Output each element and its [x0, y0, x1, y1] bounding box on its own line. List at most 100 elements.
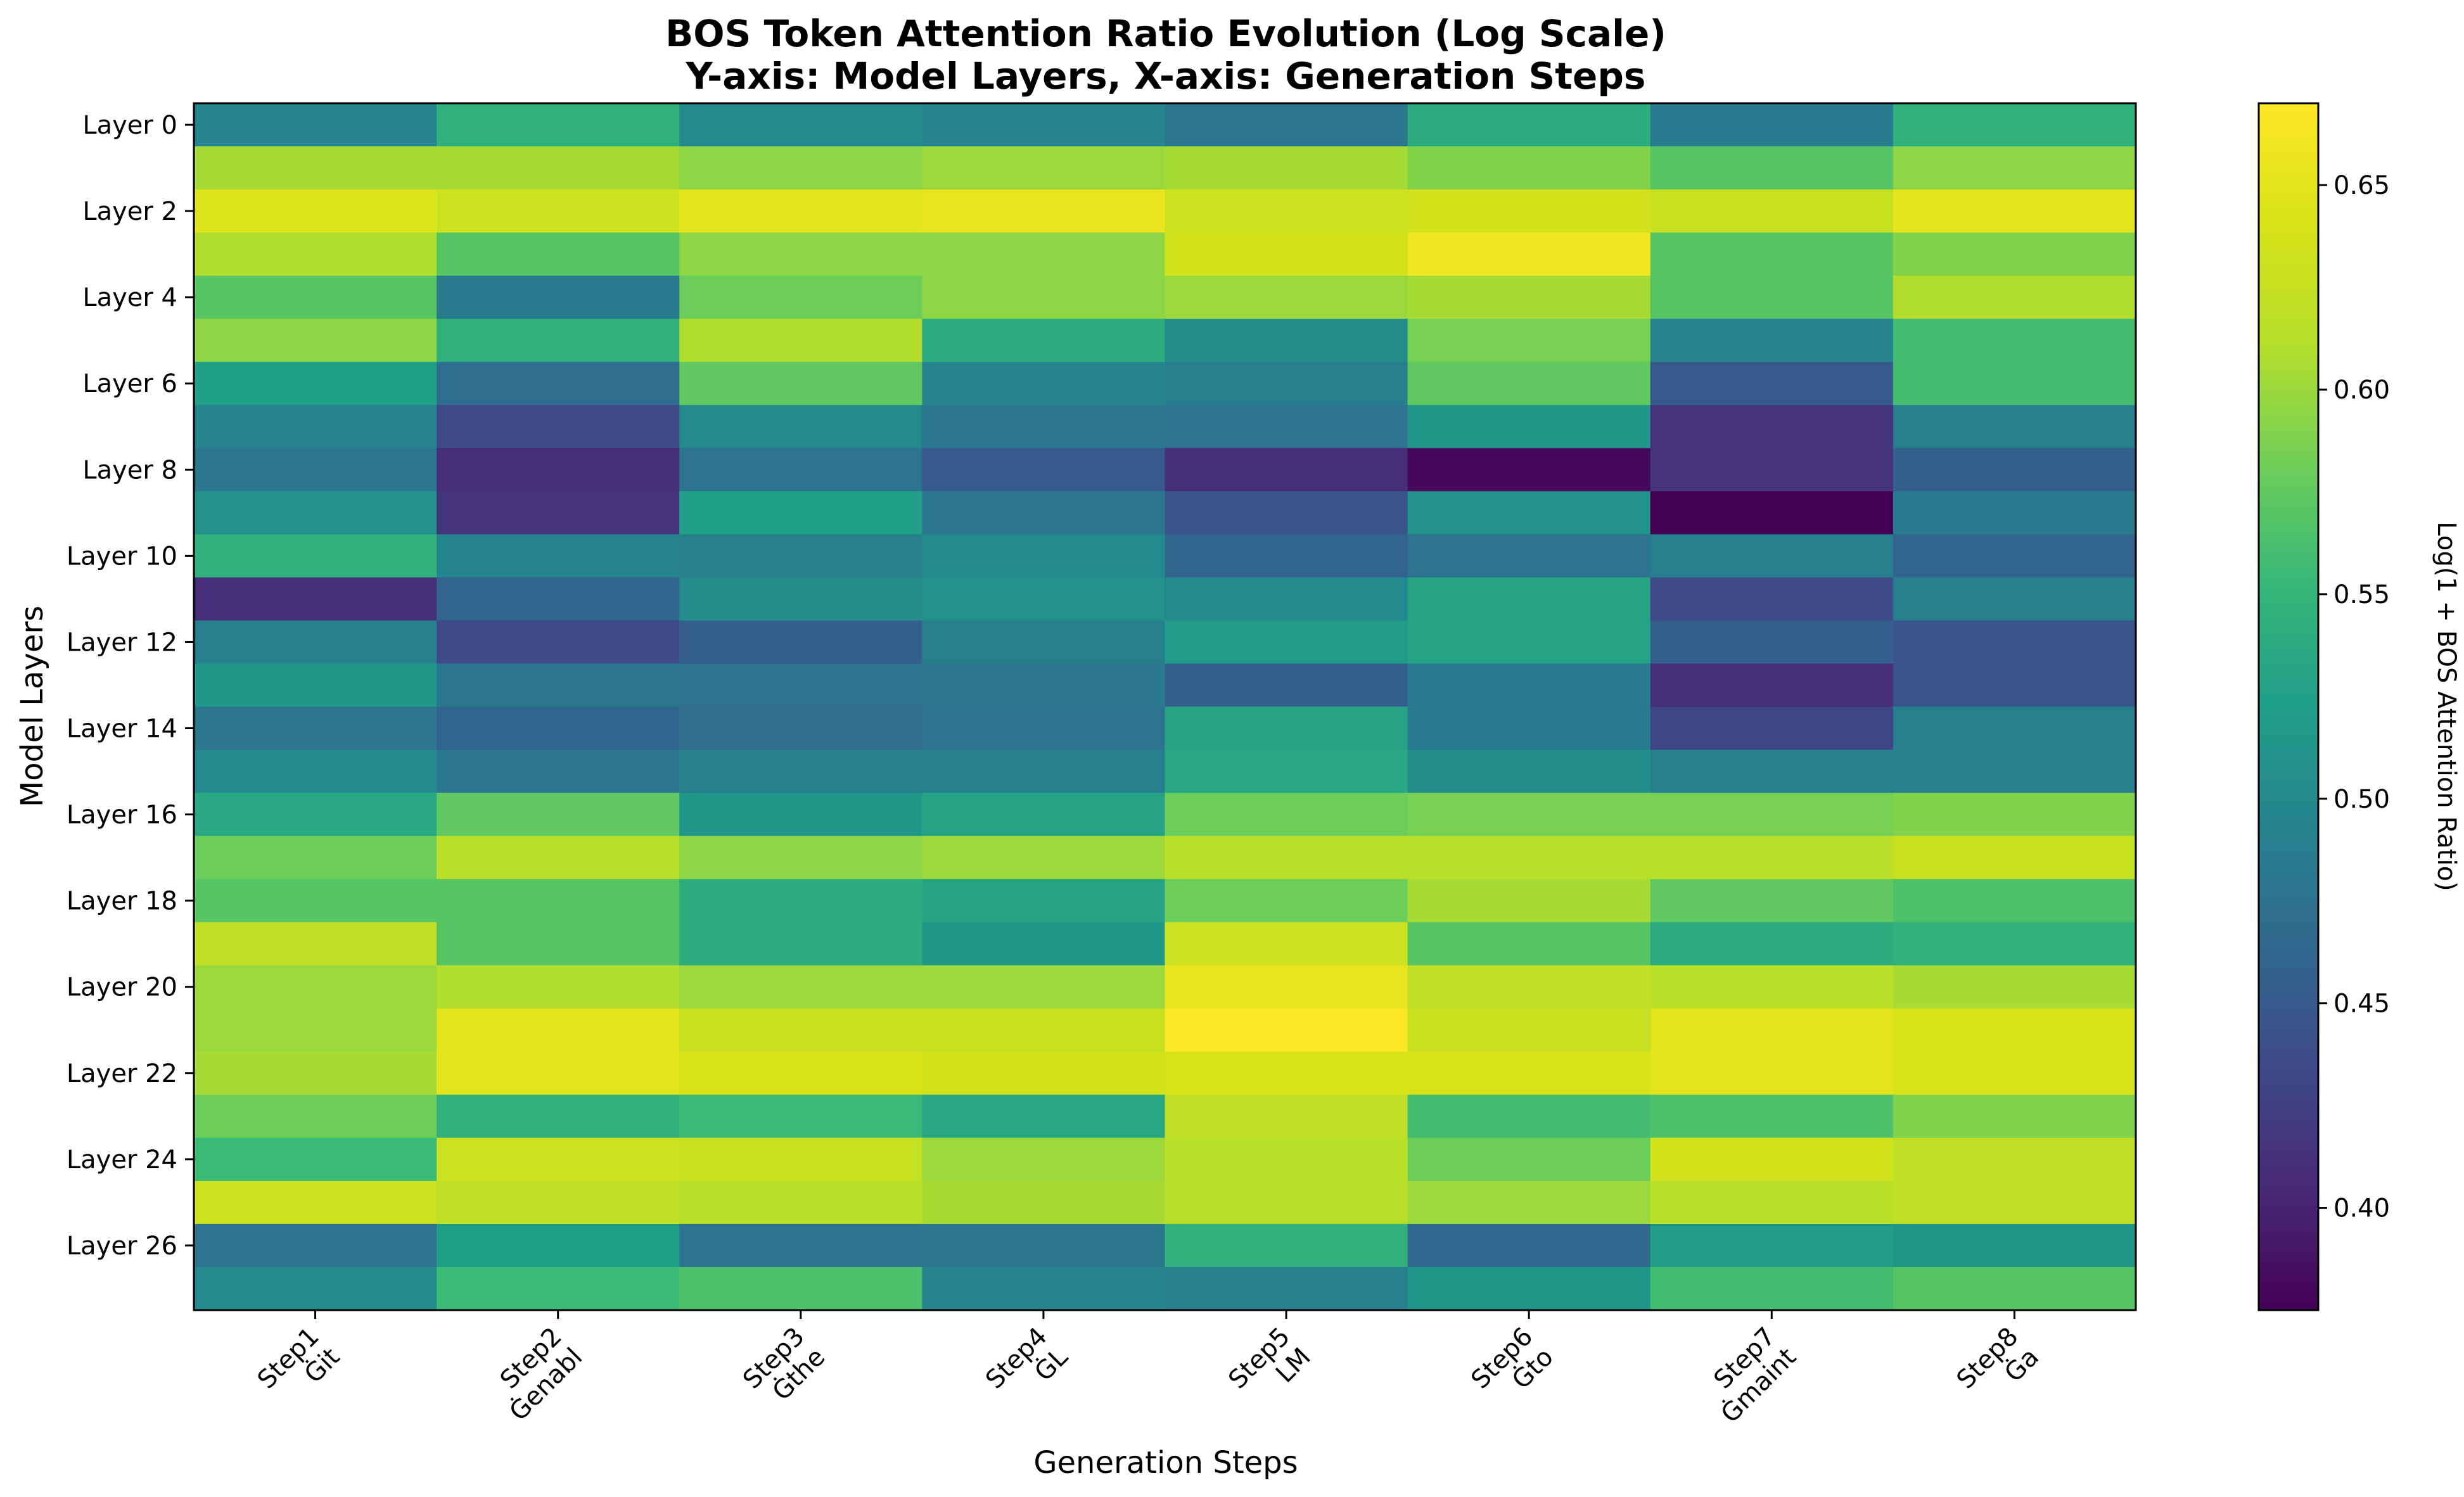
- heatmap-cell: [1165, 1137, 1408, 1182]
- heatmap-cell: [194, 1223, 437, 1268]
- heatmap-cell: [922, 491, 1166, 535]
- heatmap-cell: [679, 922, 922, 966]
- heatmap-cell: [437, 534, 680, 578]
- y-tick-label: Layer 16: [67, 801, 177, 830]
- heatmap-cell: [679, 491, 922, 535]
- heatmap-cell: [922, 879, 1166, 923]
- colorbar-tick-label: 0.55: [2333, 580, 2390, 609]
- heatmap-cell: [1650, 362, 1894, 405]
- heatmap-cell: [1893, 103, 2136, 147]
- heatmap-cell: [1893, 448, 2136, 492]
- heatmap-cell: [1407, 1008, 1651, 1052]
- heatmap-cell: [1650, 577, 1894, 621]
- heatmap-cell: [437, 1223, 680, 1268]
- heatmap-cell: [1893, 836, 2136, 880]
- x-axis-ticks: Step1Ġit Step2Ġenabl Step3Ġthe Step4ĠL Step5…: [252, 1310, 2045, 1429]
- heatmap-cell: [1407, 836, 1651, 880]
- heatmap-cell: [194, 1094, 437, 1138]
- heatmap-cell: [922, 793, 1166, 837]
- heatmap-cell: [1165, 319, 1408, 362]
- heatmap-cell: [194, 1137, 437, 1182]
- heatmap-cell: [1407, 1094, 1651, 1138]
- heatmap-cell: [437, 233, 680, 276]
- heatmap-cell: [1893, 146, 2136, 190]
- heatmap-cell: [922, 189, 1166, 233]
- x-tick-label: Step6Ġto: [1465, 1322, 1559, 1415]
- heatmap-cell: [194, 405, 437, 449]
- heatmap-cell: [922, 276, 1166, 319]
- heatmap-cell: [679, 879, 922, 923]
- heatmap-cell: [679, 836, 922, 880]
- heatmap-cell: [922, 965, 1166, 1009]
- heatmap-cell: [922, 1180, 1166, 1225]
- heatmap-cell: [194, 103, 437, 147]
- heatmap-cell: [1165, 189, 1408, 233]
- heatmap-cell: [1165, 879, 1408, 923]
- heatmap-cell: [922, 663, 1166, 708]
- heatmap-cell: [1165, 965, 1408, 1009]
- heatmap-cell: [679, 319, 922, 362]
- heatmap-cell: [1650, 1223, 1894, 1268]
- heatmap-cell: [922, 1266, 1166, 1311]
- heatmap-cell: [1407, 276, 1651, 319]
- heatmap-cell: [1893, 276, 2136, 319]
- heatmap-cell: [194, 146, 437, 190]
- heatmap-cell: [437, 749, 680, 794]
- heatmap-cell: [194, 620, 437, 665]
- heatmap-cell: [437, 1137, 680, 1182]
- heatmap-cell: [1893, 233, 2136, 276]
- colorbar-ticks: 0.40 0.45 0.50 0.55 0.60 0.65: [2318, 171, 2390, 1223]
- heatmap-cell: [1165, 362, 1408, 405]
- heatmap-cell: [1893, 1051, 2136, 1095]
- heatmap-cell: [1893, 1180, 2136, 1225]
- heatmap-cell: [1893, 577, 2136, 621]
- heatmap-cell: [1165, 922, 1408, 966]
- heatmap-cell: [922, 534, 1166, 578]
- heatmap-cell: [679, 146, 922, 190]
- y-tick-label: Layer 2: [82, 197, 177, 226]
- heatmap-cell: [1650, 189, 1894, 233]
- heatmap-cell: [1407, 103, 1651, 147]
- heatmap-cell: [679, 1008, 922, 1052]
- heatmap-cell: [1407, 405, 1651, 449]
- heatmap-cell: [922, 448, 1166, 492]
- heatmap-cell: [194, 577, 437, 621]
- x-tick-label: Step7Ġmaint: [1695, 1322, 1802, 1429]
- heatmap-cell: [1165, 1008, 1408, 1052]
- heatmap-cell: [1407, 319, 1651, 362]
- heatmap-cell: [679, 1094, 922, 1138]
- heatmap-cell: [194, 189, 437, 233]
- heatmap-cell: [437, 1094, 680, 1138]
- heatmap-cell: [437, 448, 680, 492]
- heatmap-cell: [1407, 362, 1651, 405]
- heatmap-cell: [922, 577, 1166, 621]
- heatmap-cell: [1650, 146, 1894, 190]
- heatmap-cell: [1407, 965, 1651, 1009]
- heatmap-cell: [437, 706, 680, 751]
- heatmap-cell: [1650, 1266, 1894, 1311]
- heatmap-cell: [679, 103, 922, 147]
- heatmap-cell: [1407, 146, 1651, 190]
- heatmap-cell: [1165, 663, 1408, 708]
- heatmap-cell: [922, 1137, 1166, 1182]
- heatmap-cell: [1650, 965, 1894, 1009]
- heatmap-cell: [194, 1008, 437, 1052]
- heatmap-cell: [1165, 146, 1408, 190]
- heatmap-cell: [1893, 362, 2136, 405]
- heatmap-cell: [1407, 1180, 1651, 1225]
- x-tick-label: Step5LM: [1223, 1322, 1316, 1415]
- heatmap-cell: [1165, 1223, 1408, 1268]
- heatmap-cell: [1165, 793, 1408, 837]
- heatmap-cell: [1650, 1008, 1894, 1052]
- heatmap-cell: [1407, 620, 1651, 665]
- heatmap-cell: [1165, 276, 1408, 319]
- heatmap-cell: [194, 1266, 437, 1311]
- x-tick-label: Step1Ġit: [252, 1322, 345, 1415]
- heatmap-cell: [1650, 405, 1894, 449]
- x-tick-label: Step4ĠL: [980, 1322, 1074, 1415]
- y-tick-label: Layer 8: [82, 455, 177, 485]
- heatmap-cell: [437, 879, 680, 923]
- heatmap-cell: [194, 534, 437, 578]
- heatmap-cell: [1893, 319, 2136, 362]
- heatmap-cell: [922, 706, 1166, 751]
